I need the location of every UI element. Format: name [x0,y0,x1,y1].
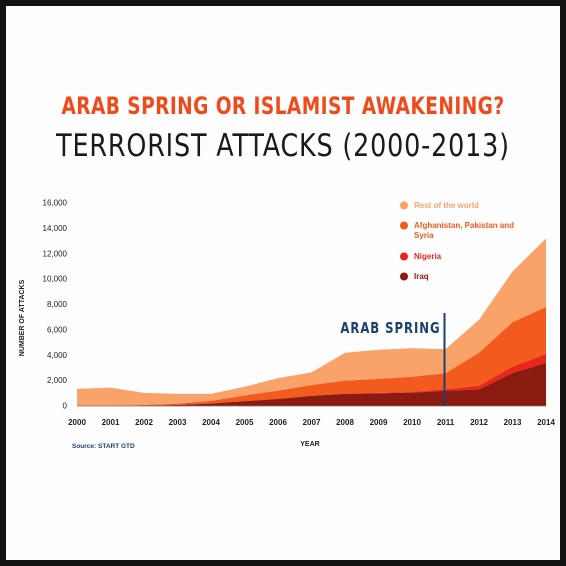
legend-item: Iraq [400,272,429,281]
x-tick-label: 2001 [102,418,120,427]
legend-label: Syria [414,231,434,240]
y-tick-label: 12,000 [43,249,68,258]
legend-swatch [400,272,408,281]
y-tick-label: 4,000 [47,351,68,360]
legend-label: Iraq [414,272,429,281]
chart-title: ARAB SPRING OR ISLAMIST AWAKENING? [61,92,505,120]
x-axis: 2000 2001 2002 2003 2004 2005 2006 2007 2008 2009… [68,405,555,427]
legend-item: Rest of the world [400,201,479,210]
area-series-iraq [77,362,546,406]
x-tick-label: 2011 [437,418,455,427]
source-note: Source: START GTD [72,443,135,450]
y-axis: 0 2,000 4,000 6,000 8,000 10,000 12,000 14,000 1… [43,199,68,411]
y-tick-label: 6,000 [47,325,68,334]
legend: Rest of the world Afghanistan, Pakistan a… [400,201,514,281]
y-tick-label: 10,000 [43,275,68,284]
x-tick-label: 2007 [303,418,321,427]
y-tick-label: 2,000 [47,376,68,385]
legend-item: Nigeria [400,252,442,261]
y-tick-label: 16,000 [43,199,68,208]
legend-label: Rest of the world [414,201,479,210]
x-tick-label: 2009 [370,418,388,427]
y-tick-label: 14,000 [43,224,68,233]
y-tick-label: 8,000 [47,300,68,309]
x-tick-label: 2004 [202,418,220,427]
area-series-afghanistan-pakistan-and-syria [77,307,546,406]
legend-swatch [400,201,408,210]
x-tick-label: 2000 [68,418,86,427]
legend-label: Afghanistan, Pakistan and [414,221,514,230]
x-tick-label: 2014 [537,418,555,427]
x-tick-label: 2010 [403,418,421,427]
x-tick-label: 2008 [336,418,354,427]
arab-spring-label: ARAB SPRING [340,321,440,338]
x-tick-label: 2002 [135,418,153,427]
legend-swatch [400,221,408,230]
x-axis-label: YEAR [300,441,319,448]
x-tick-label: 2006 [269,418,287,427]
x-tick-label: 2003 [169,418,187,427]
x-tick-label: 2013 [504,418,522,427]
chart-subtitle: TERRORIST ATTACKS (2000-2013) [56,128,510,164]
area-series-rest-of-the-world [77,238,546,406]
area-layers [77,238,546,406]
annotations: ARAB SPRING [340,313,446,406]
x-tick-label: 2005 [236,418,254,427]
legend-label: Nigeria [414,252,442,261]
y-tick-label: 0 [63,402,68,411]
x-tick-label: 2012 [470,418,488,427]
y-axis-label: NUMBER OF ATTACKS [19,279,26,356]
legend-swatch [400,252,408,261]
